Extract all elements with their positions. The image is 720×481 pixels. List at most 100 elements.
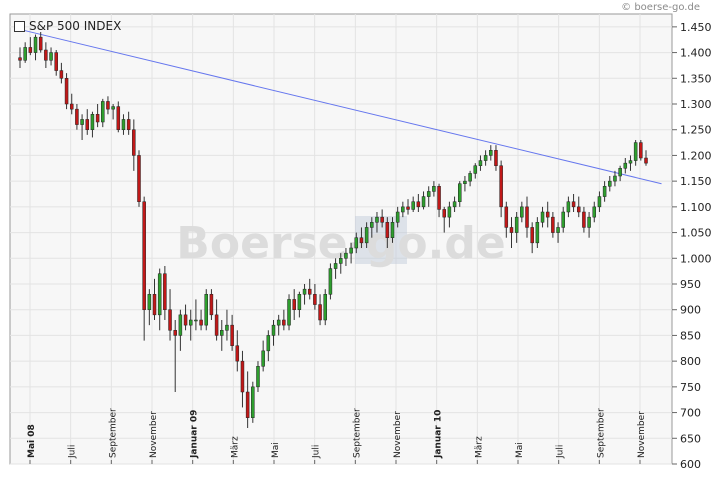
candle-body xyxy=(458,183,462,202)
candle xyxy=(307,278,312,300)
candle xyxy=(618,165,622,182)
candle xyxy=(152,278,157,320)
candle-body xyxy=(168,309,172,331)
candle xyxy=(256,361,260,392)
candle-body xyxy=(623,162,628,169)
candle-body xyxy=(69,103,74,110)
x-axis: Mai 08 Juli September November Januar 09 März… xyxy=(27,408,647,464)
grid xyxy=(10,14,672,465)
y-tick-label: 1.100 xyxy=(680,201,712,214)
candle xyxy=(235,330,240,372)
x-tick-label: November xyxy=(393,411,403,458)
candle xyxy=(390,217,395,243)
candle xyxy=(59,62,64,84)
candle-body xyxy=(85,119,90,130)
candle-body xyxy=(499,165,503,208)
candle-body xyxy=(530,227,534,244)
candle-body xyxy=(339,258,343,264)
candle xyxy=(489,145,493,161)
candle-body xyxy=(204,294,208,326)
y-tick-label: 650 xyxy=(680,432,701,445)
candle xyxy=(75,104,79,130)
candle-body xyxy=(437,186,441,210)
candle xyxy=(514,212,519,243)
y-tick-label: 700 xyxy=(680,407,701,420)
candle-body xyxy=(587,216,591,228)
candle-body xyxy=(307,288,312,295)
candle-body xyxy=(121,119,126,130)
candle-body xyxy=(230,324,234,346)
candle xyxy=(468,170,472,187)
candle-body xyxy=(54,52,58,71)
candle-body xyxy=(64,78,69,105)
candle xyxy=(483,150,488,166)
candle-body xyxy=(251,386,255,418)
candle xyxy=(597,191,602,212)
candle-body xyxy=(535,222,540,244)
candle-body xyxy=(235,345,240,362)
candle-body xyxy=(188,319,193,326)
candle-body xyxy=(411,201,415,210)
x-tick-label: September xyxy=(108,408,118,458)
candle-body xyxy=(209,294,214,316)
candle xyxy=(509,217,514,248)
candle xyxy=(194,299,198,331)
candle-body xyxy=(618,168,622,177)
candle-body xyxy=(514,216,519,233)
candle xyxy=(504,201,509,238)
candle-body xyxy=(44,49,48,61)
candle-body xyxy=(173,330,177,336)
candle-body xyxy=(375,216,379,223)
candle-body xyxy=(333,263,338,269)
candle-body xyxy=(432,186,436,192)
x-tick-label: Juli xyxy=(68,445,78,459)
candle xyxy=(432,181,436,197)
candle-body xyxy=(59,70,64,79)
candle xyxy=(463,176,467,192)
candle-body xyxy=(364,227,369,244)
candle-body xyxy=(551,216,555,233)
candle-body xyxy=(101,101,105,123)
candle xyxy=(23,42,27,63)
candle-body xyxy=(602,186,607,197)
candle-body xyxy=(266,335,271,352)
candle-body xyxy=(23,47,27,61)
x-tick-label: März xyxy=(474,436,484,458)
candle-body xyxy=(344,252,348,259)
candle-body xyxy=(49,52,53,61)
candle-body xyxy=(426,191,431,197)
trendline xyxy=(19,28,662,185)
candle xyxy=(69,93,74,115)
candle xyxy=(245,371,250,428)
y-tick-label: 850 xyxy=(680,329,701,342)
candle-body xyxy=(132,129,136,156)
candle xyxy=(442,206,446,233)
candle-body xyxy=(390,222,395,238)
candle xyxy=(416,194,421,212)
x-tick-label: Mai xyxy=(515,442,525,458)
candle xyxy=(380,209,384,228)
candle-body xyxy=(597,196,602,208)
candle-body xyxy=(561,211,565,228)
candle xyxy=(297,291,302,318)
candle-body xyxy=(313,294,317,305)
candle-body xyxy=(639,142,643,159)
candle xyxy=(271,320,276,346)
candle xyxy=(452,196,457,212)
candle xyxy=(401,201,405,218)
candle xyxy=(126,111,131,135)
candle-body xyxy=(38,36,43,51)
candle xyxy=(240,350,245,408)
candle xyxy=(80,114,84,140)
candle xyxy=(318,294,322,326)
candle-body xyxy=(106,101,110,110)
candle-body xyxy=(297,294,302,310)
candle xyxy=(370,217,374,238)
candle-body xyxy=(157,273,162,316)
candle-body xyxy=(613,175,617,182)
legend-checkbox-icon[interactable] xyxy=(14,20,25,32)
candle xyxy=(344,248,348,266)
legend: S&P 500 INDEX xyxy=(14,19,121,33)
candle-body xyxy=(385,222,390,238)
